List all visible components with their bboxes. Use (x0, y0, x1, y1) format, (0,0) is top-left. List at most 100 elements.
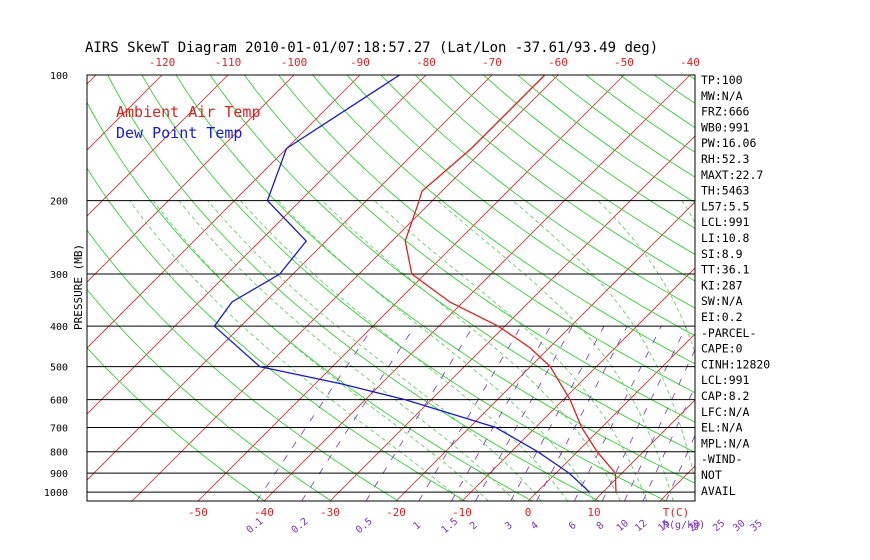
index-item: CINH:12820 (701, 357, 770, 371)
dry-adiabat (107, 75, 600, 501)
top-temp-tick-label: -70 (482, 56, 502, 69)
legend: Ambient Air Temp Dew Point Temp (116, 103, 261, 142)
pressure-tick-label: 300 (50, 270, 68, 281)
dry-adiabat (483, 75, 695, 229)
index-item: NOT (701, 468, 722, 482)
legend-dew-point-temp: Dew Point Temp (116, 124, 242, 142)
dry-adiabat (414, 75, 695, 282)
mixing-ratio-line (510, 325, 605, 501)
index-item: TH:5463 (701, 184, 750, 198)
bottom-temp-unit: T(C) (663, 506, 690, 519)
y-axis-label: PRESSURE (MB) (72, 244, 85, 330)
moist-adiabat (437, 200, 674, 501)
index-item: L57:5.5 (701, 199, 749, 213)
dry-adiabat (244, 75, 695, 423)
index-item: MAXT:22.7 (701, 168, 763, 182)
mixing-ratio-line (256, 325, 374, 501)
index-item: RH:52.3 (701, 152, 750, 166)
moist-adiabat (129, 200, 463, 501)
isotherm (858, 75, 870, 501)
dry-adiabat (449, 75, 695, 255)
index-item: EL:N/A (701, 421, 743, 435)
bottom-temp-tick-label: 0 (525, 506, 532, 519)
mixing-ratio-tick-label: 10 (615, 518, 631, 534)
mixing-ratio-tick-label: 4 (529, 520, 541, 532)
isotherm (0, 75, 30, 501)
mixing-ratio-line (574, 325, 662, 501)
legend-ambient-air-temp: Ambient Air Temp (116, 103, 261, 121)
mixing-ratio-tick-label: 3 (503, 520, 515, 532)
mixing-ratio-tick-label: 8 (595, 520, 607, 532)
mixing-ratio-tick-label: 0.2 (290, 516, 311, 536)
mixing-ratio-line (301, 325, 415, 501)
index-item: LCL:991 (701, 373, 750, 387)
index-item: SW:N/A (701, 294, 743, 308)
data-layer (213, 75, 617, 493)
moist-adiabat (277, 200, 595, 501)
index-item: AVAIL (701, 484, 736, 498)
ambient-air-temp-line (404, 75, 617, 493)
top-temp-tick-label: -120 (149, 56, 176, 69)
bottom-temp-tick-label: -40 (254, 506, 274, 519)
dry-adiabat (346, 75, 695, 337)
index-item: KI:287 (701, 278, 743, 292)
index-item: LCL:991 (701, 215, 750, 229)
isotherm (792, 75, 870, 501)
dry-adiabat (87, 288, 332, 501)
top-temp-tick-label: -80 (416, 56, 436, 69)
top-temp-tick-label: -110 (215, 56, 242, 69)
dew-point-temp-line (213, 75, 591, 493)
moist-adiabat (152, 200, 489, 501)
isotherm (87, 75, 493, 481)
chart-title: AIRS SkewT Diagram 2010-01-01/07:18:57.2… (85, 40, 658, 56)
isotherm (131, 75, 559, 501)
mixing-ratio-tick-label: 2 (468, 520, 480, 532)
isotherm (87, 75, 427, 415)
index-item: LI:10.8 (701, 231, 750, 245)
pressure-tick-label: 1000 (44, 488, 68, 499)
isotherm (329, 135, 695, 501)
isotherm (87, 75, 229, 217)
dry-adiabat (654, 75, 695, 104)
index-item: CAPE:0 (701, 342, 743, 356)
top-temp-tick-label: -40 (680, 56, 700, 69)
dry-adiabat (87, 167, 466, 501)
isotherm (87, 75, 361, 349)
isotherm (461, 267, 695, 501)
index-item: -PARCEL- (701, 326, 756, 340)
index-item: FRZ:666 (701, 105, 750, 119)
mixing-ratio-unit: R(g/kg) (663, 520, 705, 531)
mixing-ratio-line (758, 326, 825, 501)
dry-adiabat (87, 229, 399, 501)
mixing-ratio-line (642, 385, 695, 501)
isotherm (593, 399, 695, 501)
mixing-ratio-line (451, 325, 551, 501)
index-item: -WIND- (701, 452, 743, 466)
mixing-ratio-line (365, 325, 474, 501)
dry-adiabat (175, 75, 695, 484)
pressure-tick-label: 400 (50, 322, 68, 333)
bottom-temp-tick-label: -50 (188, 506, 208, 519)
moist-adiabat (754, 201, 779, 501)
dry-adiabat (312, 75, 695, 365)
mixing-ratio-tick-label: 1 (411, 520, 423, 532)
top-temp-tick-label: -50 (614, 56, 634, 69)
bottom-temp-tick-label: -10 (452, 506, 472, 519)
mixing-ratio-line (601, 325, 687, 501)
moist-adiabat (207, 200, 542, 501)
index-item: SI:8.9 (701, 247, 743, 261)
grid-layer (0, 75, 870, 501)
moist-adiabat (178, 200, 516, 501)
index-item: TP:100 (701, 73, 743, 87)
dry-adiabat (791, 75, 870, 501)
mixing-ratio-tick-label: 6 (567, 520, 579, 532)
mixing-ratio-line (475, 325, 573, 501)
isotherm (395, 201, 695, 501)
pressure-tick-label: 500 (50, 363, 68, 374)
mixing-ratio-tick-label: 30 (731, 518, 747, 534)
pressure-tick-label: 800 (50, 448, 68, 459)
pressure-tick-label: 700 (50, 424, 68, 435)
mixing-ratio-tick-label: 0.5 (354, 516, 375, 536)
index-item: MW:N/A (701, 89, 743, 103)
